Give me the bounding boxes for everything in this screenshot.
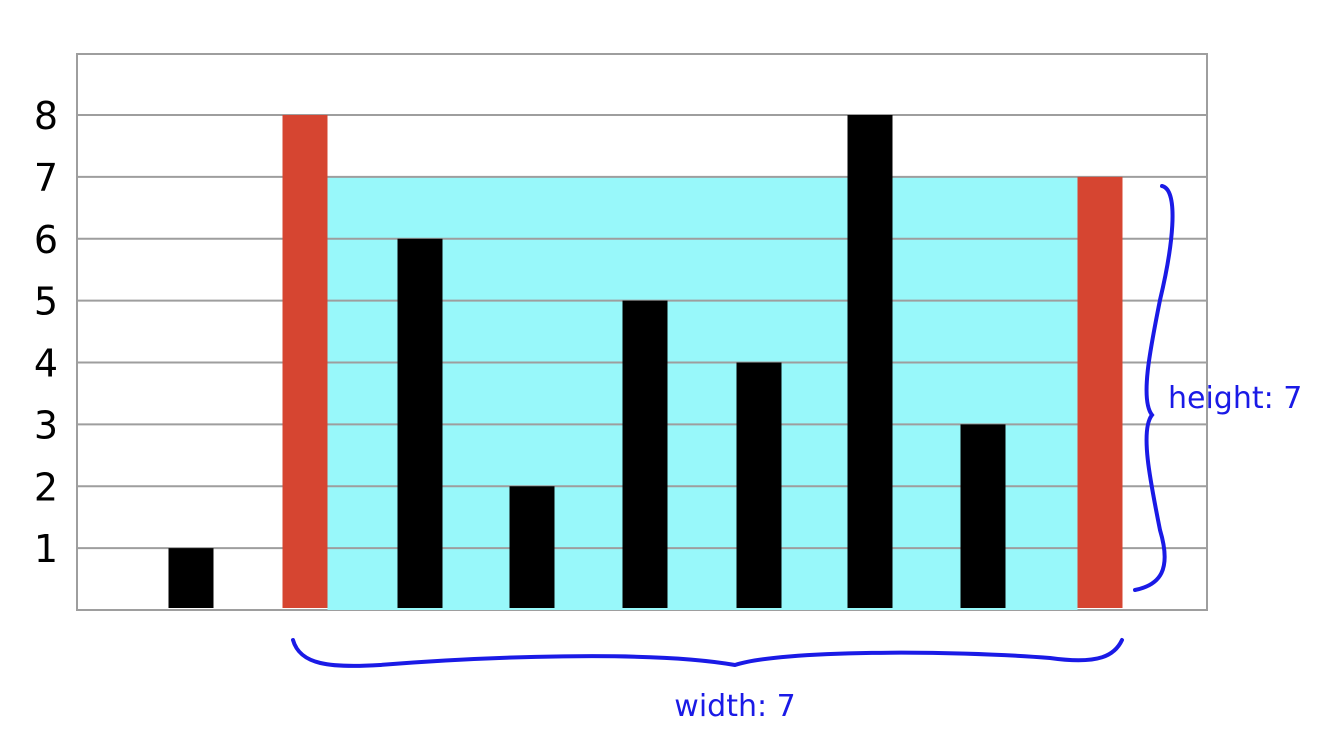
bar-5 xyxy=(736,362,782,608)
y-tick-label-2: 2 xyxy=(34,465,58,509)
y-tick-label-8: 8 xyxy=(34,94,58,138)
bar-0 xyxy=(168,548,214,608)
bar-2 xyxy=(397,238,443,608)
bar-6 xyxy=(847,115,893,608)
y-tick-label-7: 7 xyxy=(34,156,58,200)
width-annotation: width: 7 xyxy=(674,689,795,724)
highlighted-bar-1 xyxy=(282,115,328,608)
height-annotation: height: 7 xyxy=(1168,381,1302,416)
width-brace xyxy=(291,638,1124,668)
highlighted-bar-8 xyxy=(1077,176,1123,608)
bar-4 xyxy=(622,300,668,608)
y-tick-label-3: 3 xyxy=(34,403,58,447)
y-axis-tick-labels: 1 2 3 4 5 6 7 8 xyxy=(34,94,58,571)
y-tick-label-6: 6 xyxy=(34,218,58,262)
bar-7 xyxy=(960,424,1006,608)
water-area-layer xyxy=(327,176,1078,610)
y-tick-label-4: 4 xyxy=(34,342,58,386)
y-tick-label-1: 1 xyxy=(34,527,58,571)
bars xyxy=(168,115,1123,608)
bar-3 xyxy=(509,486,555,608)
y-tick-label-5: 5 xyxy=(34,280,58,324)
water-area xyxy=(327,176,1078,610)
height-brace xyxy=(1133,184,1175,592)
